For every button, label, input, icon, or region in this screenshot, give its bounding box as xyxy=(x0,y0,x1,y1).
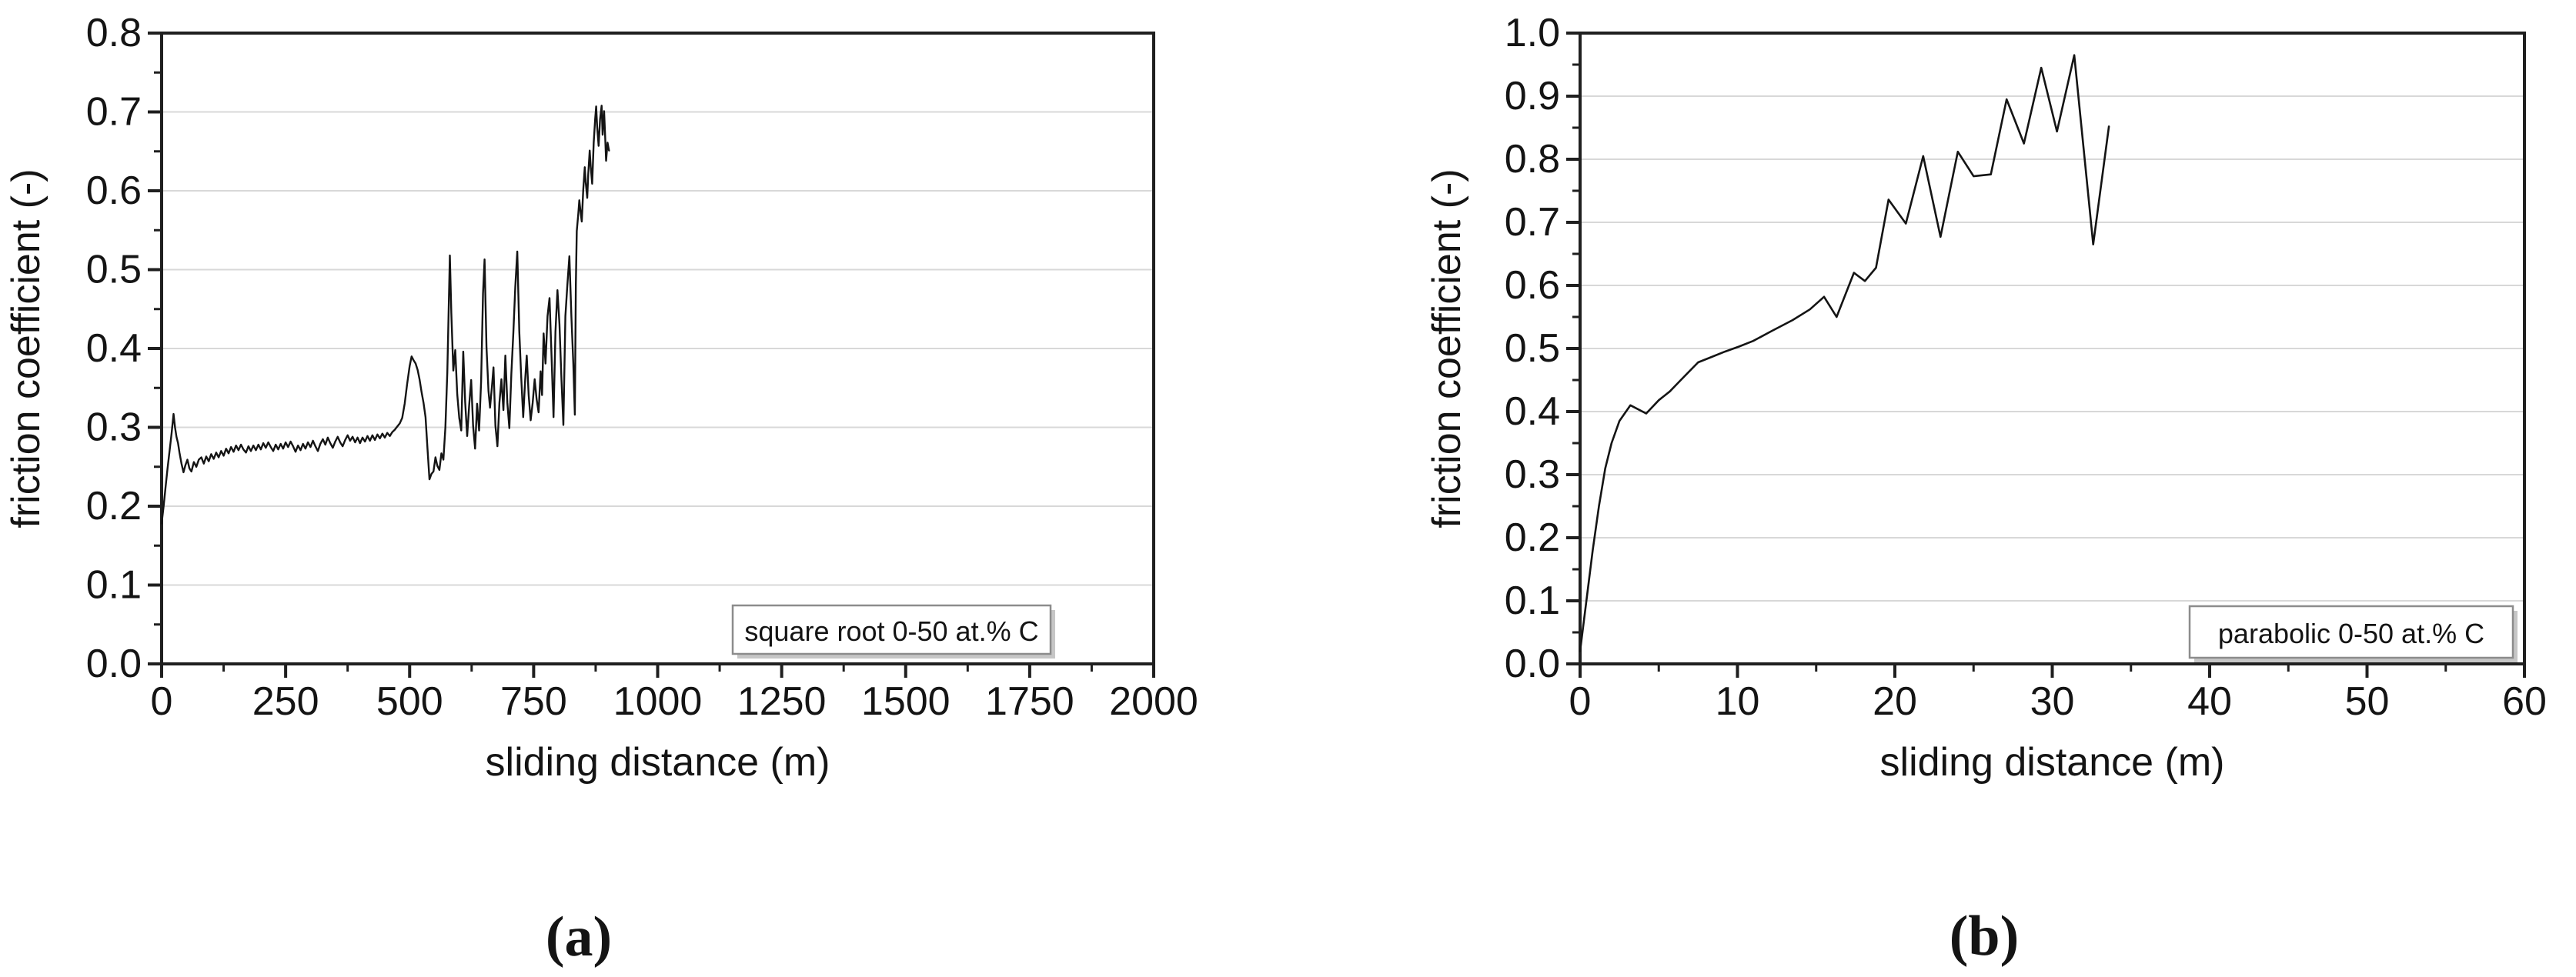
y-tick-label: 0.7 xyxy=(1505,200,1560,245)
x-tick-label: 500 xyxy=(376,679,443,724)
legend-label: square root 0-50 at.% C xyxy=(744,615,1038,647)
caption-b: (b) xyxy=(1950,905,2019,968)
y-tick-label: 0.1 xyxy=(1505,579,1560,623)
y-tick-label: 0.6 xyxy=(1505,263,1560,308)
x-tick-label: 60 xyxy=(2502,679,2547,724)
y-tick-label: 0.3 xyxy=(1505,452,1560,497)
x-tick-label: 1750 xyxy=(985,679,1074,724)
legend-box xyxy=(2188,605,2514,659)
chart-b-panel: 0 10 20 30 40 50 60 0.0 0.1 0.2 0.3 0.4 0.5 0.6 0.7 0.8… xyxy=(1425,11,2547,785)
y-tick-label: 0.5 xyxy=(86,248,142,292)
x-tick-label: 250 xyxy=(252,679,319,724)
y-tick-label: 0.7 xyxy=(86,90,142,135)
y-axis-label: friction coefficient (-) xyxy=(4,168,48,528)
x-axis-label: sliding distance (m) xyxy=(1880,740,2225,785)
legend-label: parabolic 0-50 at.% C xyxy=(2218,618,2484,649)
chart-a-panel: 0 250 500 750 1000 1250 1500 1750 2000 0.0 0.1 0.2 0… xyxy=(4,11,1198,785)
y-tick-label: 0.9 xyxy=(1505,74,1560,118)
x-tick-label: 0 xyxy=(151,679,173,724)
y-tick-label: 0.3 xyxy=(86,405,142,450)
y-tick-label: 0.2 xyxy=(1505,515,1560,560)
caption-a: (a) xyxy=(546,905,612,969)
series-line-b xyxy=(1579,54,2110,652)
series-line-a xyxy=(160,105,610,525)
x-tick-label: 1000 xyxy=(613,679,703,724)
x-tick-label: 1250 xyxy=(737,679,827,724)
x-tick-label: 10 xyxy=(1716,679,1760,724)
y-tick-label: 0.4 xyxy=(86,326,142,371)
y-tick-label: 0.1 xyxy=(86,563,142,608)
y-tick-label: 0.0 xyxy=(86,642,142,686)
x-axis-label: sliding distance (m) xyxy=(486,740,830,785)
plot-frame xyxy=(1579,32,2526,665)
y-tick-label: 1.0 xyxy=(1505,11,1560,55)
y-tick-label: 0.5 xyxy=(1505,326,1560,371)
legend-box xyxy=(731,604,1052,655)
x-tick-label: 20 xyxy=(1873,679,1917,724)
y-tick-label: 0.0 xyxy=(1505,642,1560,686)
y-axis-label: friction coefficient (-) xyxy=(1425,168,1469,528)
x-tick-label: 30 xyxy=(2030,679,2075,724)
x-tick-label: 1500 xyxy=(861,679,951,724)
x-tick-label: 40 xyxy=(2187,679,2232,724)
plot-frame xyxy=(160,32,1155,665)
x-tick-label: 750 xyxy=(500,679,567,724)
y-tick-label: 0.8 xyxy=(86,11,142,55)
x-tick-label: 50 xyxy=(2345,679,2390,724)
y-tick-label: 0.2 xyxy=(86,484,142,529)
y-tick-label: 0.8 xyxy=(1505,137,1560,182)
y-tick-label: 0.6 xyxy=(86,168,142,213)
y-tick-label: 0.4 xyxy=(1505,389,1560,434)
x-tick-label: 0 xyxy=(1569,679,1592,724)
x-tick-label: 2000 xyxy=(1109,679,1198,724)
